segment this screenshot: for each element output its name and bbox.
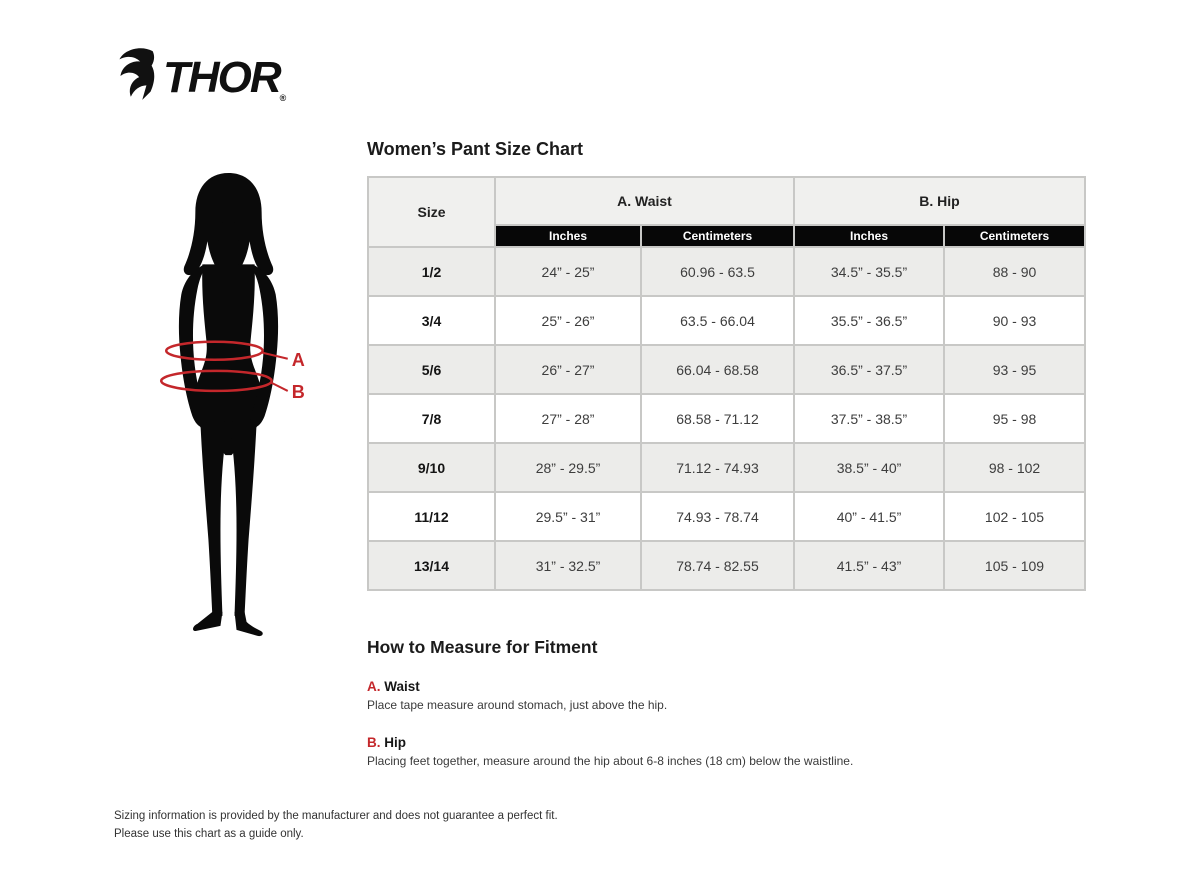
table-row: 9/10 28” - 29.5” 71.12 - 74.93 38.5” - 40” 9… xyxy=(367,442,1087,493)
hip-band-marker xyxy=(159,369,273,393)
measure-key-a: A. xyxy=(367,679,381,694)
waist-leader-line xyxy=(262,351,288,360)
waist-cm-cell: 74.93 - 78.74 xyxy=(640,491,795,542)
size-cell: 1/2 xyxy=(367,246,496,297)
thor-goat-icon xyxy=(113,48,157,107)
size-cell: 5/6 xyxy=(367,344,496,395)
subheader-waist-centimeters: Centimeters xyxy=(640,224,795,248)
measure-name-waist: Waist xyxy=(384,679,420,694)
measure-desc-waist: Place tape measure around stomach, just … xyxy=(367,698,668,712)
measurement-markers xyxy=(159,340,289,393)
size-table: Size A. Waist B. Hip Inches Centimeters … xyxy=(367,176,1087,591)
waist-cm-cell: 60.96 - 63.5 xyxy=(640,246,795,297)
column-group-hip: B. Hip xyxy=(792,176,1087,226)
size-cell: 3/4 xyxy=(367,295,496,346)
hip-cm-cell: 98 - 102 xyxy=(942,442,1087,493)
hip-inches-cell: 37.5” - 38.5” xyxy=(793,393,945,444)
hip-inches-cell: 35.5” - 36.5” xyxy=(793,295,945,346)
subheader-hip-inches: Inches xyxy=(793,224,945,248)
waist-inches-cell: 28” - 29.5” xyxy=(494,442,642,493)
table-row: 7/8 27” - 28” 68.58 - 71.12 37.5” - 38.5” 95… xyxy=(367,393,1087,444)
waist-inches-cell: 29.5” - 31” xyxy=(494,491,642,542)
column-group-waist: A. Waist xyxy=(494,176,795,226)
waist-band-marker xyxy=(164,340,264,362)
thor-logo: THOR ® xyxy=(113,48,286,107)
size-cell: 9/10 xyxy=(367,442,496,493)
hip-inches-cell: 41.5” - 43” xyxy=(793,540,945,591)
table-unit-header-row: Inches Centimeters Inches Centimeters xyxy=(368,224,1087,248)
hip-inches-cell: 34.5” - 35.5” xyxy=(793,246,945,297)
table-row: 1/2 24” - 25” 60.96 - 63.5 34.5” - 35.5” 88 … xyxy=(367,246,1087,297)
hip-inches-cell: 40” - 41.5” xyxy=(793,491,945,542)
waist-inches-cell: 26” - 27” xyxy=(494,344,642,395)
waist-inches-cell: 24” - 25” xyxy=(494,246,642,297)
size-cell: 7/8 xyxy=(367,393,496,444)
waist-cm-cell: 71.12 - 74.93 xyxy=(640,442,795,493)
table-row: 13/14 31” - 32.5” 78.74 - 82.55 41.5” - 43”… xyxy=(367,540,1087,591)
waist-cm-cell: 68.58 - 71.12 xyxy=(640,393,795,444)
brand-name: THOR xyxy=(163,52,282,102)
hip-inches-cell: 36.5” - 37.5” xyxy=(793,344,945,395)
table-row: 3/4 25” - 26” 63.5 - 66.04 35.5” - 36.5” 90 … xyxy=(367,295,1087,346)
disclaimer-line2: Please use this chart as a guide only. xyxy=(114,827,304,840)
measure-item-hip: B. Hip Placing feet together, measure ar… xyxy=(367,735,987,768)
hip-marker-label: B xyxy=(292,382,305,402)
hip-cm-cell: 93 - 95 xyxy=(942,344,1087,395)
hip-inches-cell: 38.5” - 40” xyxy=(793,442,945,493)
size-cell: 11/12 xyxy=(367,491,496,542)
measure-desc-hip: Placing feet together, measure around th… xyxy=(367,754,854,768)
brand-registered-mark: ® xyxy=(279,93,287,103)
disclaimer-line1: Sizing information is provided by the ma… xyxy=(114,810,558,822)
waist-inches-cell: 27” - 28” xyxy=(494,393,642,444)
measure-item-waist: A. Waist Place tape measure around stoma… xyxy=(367,679,987,712)
subheader-hip-centimeters: Centimeters xyxy=(942,224,1087,248)
hip-cm-cell: 105 - 109 xyxy=(942,540,1087,591)
table-row: 11/12 29.5” - 31” 74.93 - 78.74 40” - 41.5”… xyxy=(367,491,1087,542)
measure-title-hip: B. Hip xyxy=(367,735,987,750)
size-table-body: 1/2 24” - 25” 60.96 - 63.5 34.5” - 35.5” 88 … xyxy=(367,246,1087,591)
waist-inches-cell: 25” - 26” xyxy=(494,295,642,346)
hip-cm-cell: 90 - 93 xyxy=(942,295,1087,346)
waist-inches-cell: 31” - 32.5” xyxy=(494,540,642,591)
disclaimer: Sizing information is provided by the ma… xyxy=(114,808,558,844)
table-row: 5/6 26” - 27” 66.04 - 68.58 36.5” - 37.5” 93… xyxy=(367,344,1087,395)
measurement-figure: A B xyxy=(148,170,313,652)
waist-cm-cell: 63.5 - 66.04 xyxy=(640,295,795,346)
hip-leader-line xyxy=(271,381,289,392)
hip-cm-cell: 95 - 98 xyxy=(942,393,1087,444)
size-cell: 13/14 xyxy=(367,540,496,591)
waist-marker-label: A xyxy=(292,350,305,370)
measure-key-b: B. xyxy=(367,735,381,750)
subheader-waist-inches: Inches xyxy=(494,224,642,248)
column-header-size: Size xyxy=(367,176,496,248)
table-group-header-row: Size A. Waist B. Hip xyxy=(367,176,1087,248)
measure-heading: How to Measure for Fitment xyxy=(367,637,598,657)
measure-title-waist: A. Waist xyxy=(367,679,987,694)
waist-cm-cell: 66.04 - 68.58 xyxy=(640,344,795,395)
hip-cm-cell: 88 - 90 xyxy=(942,246,1087,297)
measure-section: How to Measure for Fitment A. Waist Plac… xyxy=(367,637,987,791)
female-silhouette-icon xyxy=(178,173,279,637)
page-title: Women’s Pant Size Chart xyxy=(367,139,584,159)
measure-name-hip: Hip xyxy=(384,735,407,750)
waist-cm-cell: 78.74 - 82.55 xyxy=(640,540,795,591)
hip-cm-cell: 102 - 105 xyxy=(942,491,1087,542)
